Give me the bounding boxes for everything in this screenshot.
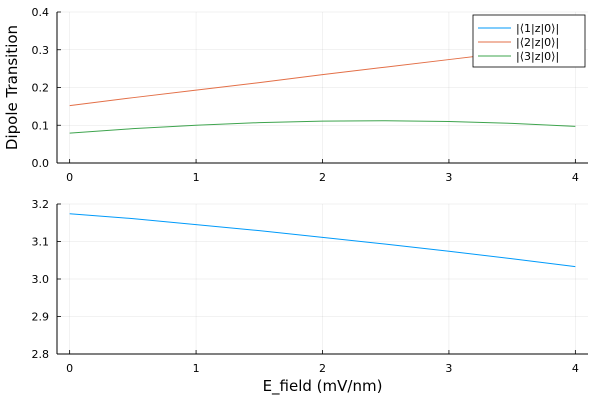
legend-label: |⟨2|z|0⟩| [516,36,559,49]
y-tick-label: 2.8 [32,348,50,361]
legend-label: |⟨3|z|0⟩| [516,50,559,63]
panel-1: 0 1 2 3 4 0.0 0.1 0.2 0.3 0.4 Dipole Transition |⟨1… [3,6,588,184]
x-tick-label: 3 [445,171,452,184]
x-tick-label: 1 [193,171,200,184]
x-tick-label: 0 [66,171,73,184]
x-tick-label: 2 [319,171,326,184]
y-tick-label: 0.4 [32,6,50,19]
y-tick-label: 0.1 [32,119,50,132]
legend-label: |⟨1|z|0⟩| [516,22,559,35]
y-tick-label: 3.2 [32,198,50,211]
panel-2: 0 1 2 3 4 2.8 2.9 3.0 3.1 3.2 E_field (mV/nm) [32,198,588,396]
y-tick-label: 0.3 [32,44,50,57]
x-tick-label: 1 [193,362,200,375]
x-tick-label: 4 [572,171,579,184]
legend-box [472,14,586,68]
y-tick-label: 3.0 [32,273,50,286]
y-tick-label: 0.0 [32,157,50,170]
series-line-3 [69,120,576,134]
y-tick-label: 2.9 [32,311,50,324]
y-tick-label: 3.1 [32,236,50,249]
y-tick-label: 0.2 [32,82,50,95]
x-tick-label: 4 [572,362,579,375]
y-axis-label: Dipole Transition [3,25,21,150]
x-tick-label: 3 [445,362,452,375]
legend: |⟨1|z|0⟩||⟨2|z|0⟩||⟨3|z|0⟩| [472,14,586,68]
x-tick-label: 0 [66,362,73,375]
x-tick-label: 2 [319,362,326,375]
series-line-1 [69,213,576,268]
x-axis-label: E_field (mV/nm) [263,377,383,396]
